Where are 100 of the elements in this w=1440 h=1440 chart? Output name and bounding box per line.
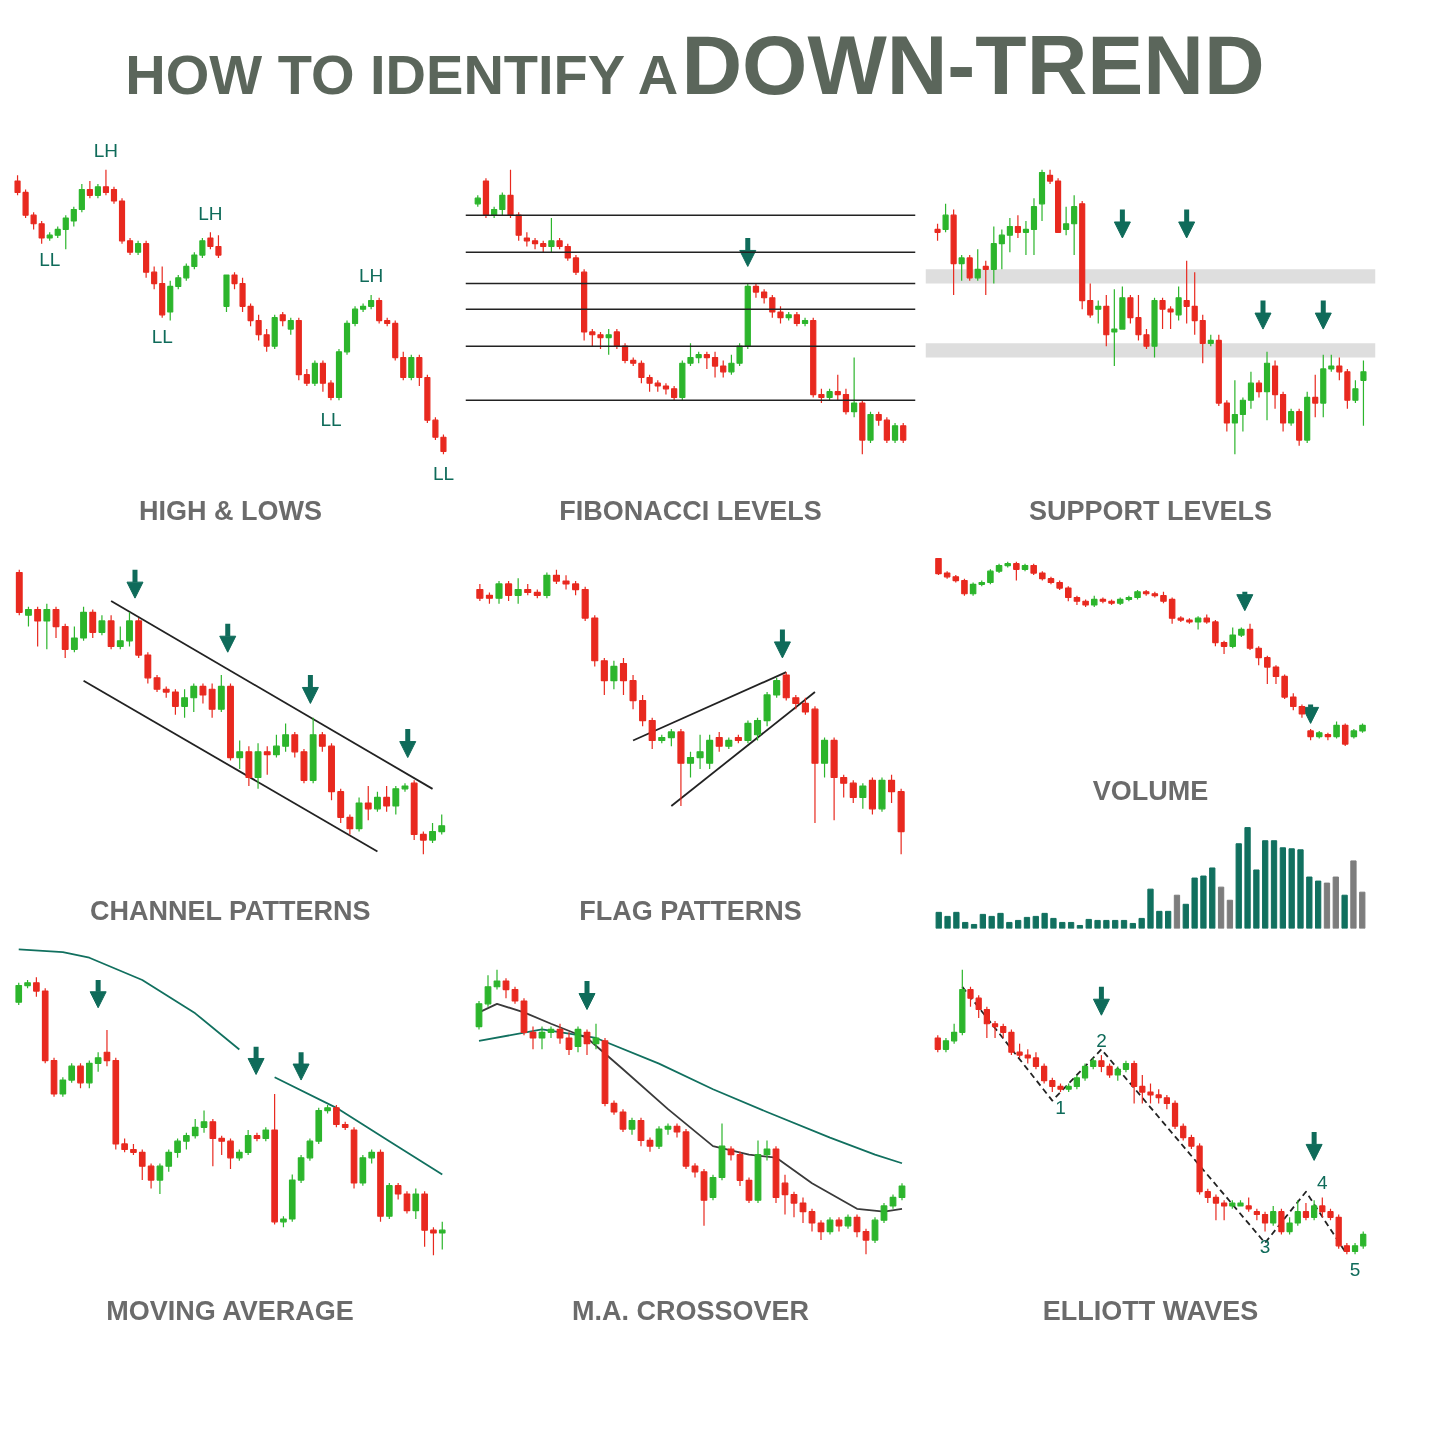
- candlestick: [70, 626, 78, 653]
- bar: [1059, 921, 1066, 929]
- candlestick: [318, 731, 326, 753]
- candlestick: [291, 731, 299, 759]
- candlestick: [199, 682, 207, 705]
- candlestick: [790, 1191, 798, 1218]
- candlestick: [548, 217, 555, 253]
- candlestick: [505, 580, 513, 602]
- candlestick: [1014, 214, 1021, 239]
- candlestick: [673, 1122, 681, 1139]
- candlestick: [975, 994, 982, 1019]
- bar: [1147, 888, 1154, 929]
- bar: [1306, 876, 1313, 929]
- candlestick: [174, 1137, 181, 1159]
- candlestick: [1302, 1202, 1310, 1221]
- candlestick: [880, 1202, 888, 1224]
- text: ELLIOTT WAVES: [1042, 1295, 1259, 1326]
- text: LL: [432, 462, 455, 484]
- candlestick: [840, 774, 848, 798]
- candlestick: [523, 231, 530, 248]
- candlestick: [1272, 664, 1280, 685]
- candlestick: [610, 660, 618, 690]
- bar: [1067, 921, 1075, 929]
- candlestick: [1212, 619, 1219, 647]
- candlestick: [34, 606, 42, 648]
- candlestick: [227, 1137, 234, 1170]
- candlestick: [1194, 615, 1202, 631]
- candlestick: [151, 265, 158, 290]
- text: SUPPORT LEVELS: [1028, 495, 1273, 526]
- candlestick: [1159, 297, 1166, 330]
- bar: [1032, 915, 1039, 929]
- candlestick: [619, 657, 628, 696]
- candlestick: [1278, 1208, 1285, 1236]
- candlestick: [1231, 379, 1238, 455]
- bar: [1235, 843, 1242, 929]
- candlestick: [171, 688, 179, 716]
- bar: [1332, 876, 1339, 929]
- candlestick: [529, 1026, 537, 1050]
- candlestick: [77, 1062, 84, 1089]
- candlestick: [1253, 1208, 1260, 1221]
- candlestick: [1041, 1063, 1048, 1085]
- candlestick: [147, 1162, 155, 1190]
- candlestick: [565, 1031, 573, 1056]
- text: 3: [1259, 1236, 1271, 1258]
- candlestick: [1229, 626, 1236, 649]
- candlestick: [392, 785, 400, 816]
- candlestick: [1171, 1100, 1179, 1130]
- bar: [1094, 919, 1101, 929]
- candlestick: [52, 606, 60, 639]
- text: HIGH & LOWS: [139, 495, 323, 526]
- text: MOVING AVERAGE: [106, 1295, 354, 1326]
- text: 5: [1349, 1258, 1361, 1280]
- candlestick: [1341, 722, 1349, 747]
- candlestick: [1221, 1199, 1228, 1221]
- bar: [1359, 891, 1366, 929]
- candlestick: [86, 180, 93, 199]
- candlestick: [835, 1216, 843, 1233]
- candlestick: [514, 577, 522, 605]
- candlestick: [263, 745, 271, 776]
- candlestick: [1013, 561, 1020, 582]
- candlestick: [144, 651, 152, 685]
- candlestick: [400, 351, 407, 381]
- candlestick: [191, 1118, 199, 1140]
- bar: [1165, 910, 1172, 929]
- candlestick: [1352, 379, 1359, 404]
- bar: [1156, 910, 1163, 929]
- candlestick: [1111, 288, 1118, 367]
- candlestick: [706, 734, 714, 770]
- candlestick: [547, 1026, 555, 1039]
- candlestick: [629, 674, 637, 710]
- candlestick: [1167, 305, 1174, 330]
- candlestick: [360, 302, 367, 313]
- candlestick: [126, 611, 133, 648]
- bar: [1323, 882, 1331, 929]
- text: LH: [198, 202, 223, 224]
- bar: [1209, 867, 1216, 929]
- bar: [962, 921, 969, 929]
- candlestick: [383, 785, 391, 813]
- candlestick: [432, 416, 439, 441]
- candlestick: [282, 722, 290, 753]
- candlestick: [333, 1104, 340, 1128]
- candlestick: [1220, 640, 1228, 655]
- candlestick: [272, 734, 280, 759]
- candlestick: [43, 603, 51, 650]
- candlestick: [1087, 282, 1094, 319]
- candlestick: [190, 682, 198, 713]
- candlestick: [942, 203, 949, 233]
- candlestick: [1168, 596, 1176, 625]
- candlestick: [98, 614, 106, 636]
- candlestick: [951, 1023, 958, 1045]
- candlestick: [247, 302, 254, 327]
- bar: [1341, 894, 1348, 929]
- candlestick: [538, 1026, 546, 1050]
- bar: [1200, 875, 1207, 929]
- candlestick: [319, 359, 326, 393]
- candlestick: [1071, 194, 1078, 256]
- candlestick: [440, 433, 447, 455]
- bar: [988, 915, 995, 929]
- candlestick: [429, 822, 436, 844]
- candlestick: [438, 813, 446, 836]
